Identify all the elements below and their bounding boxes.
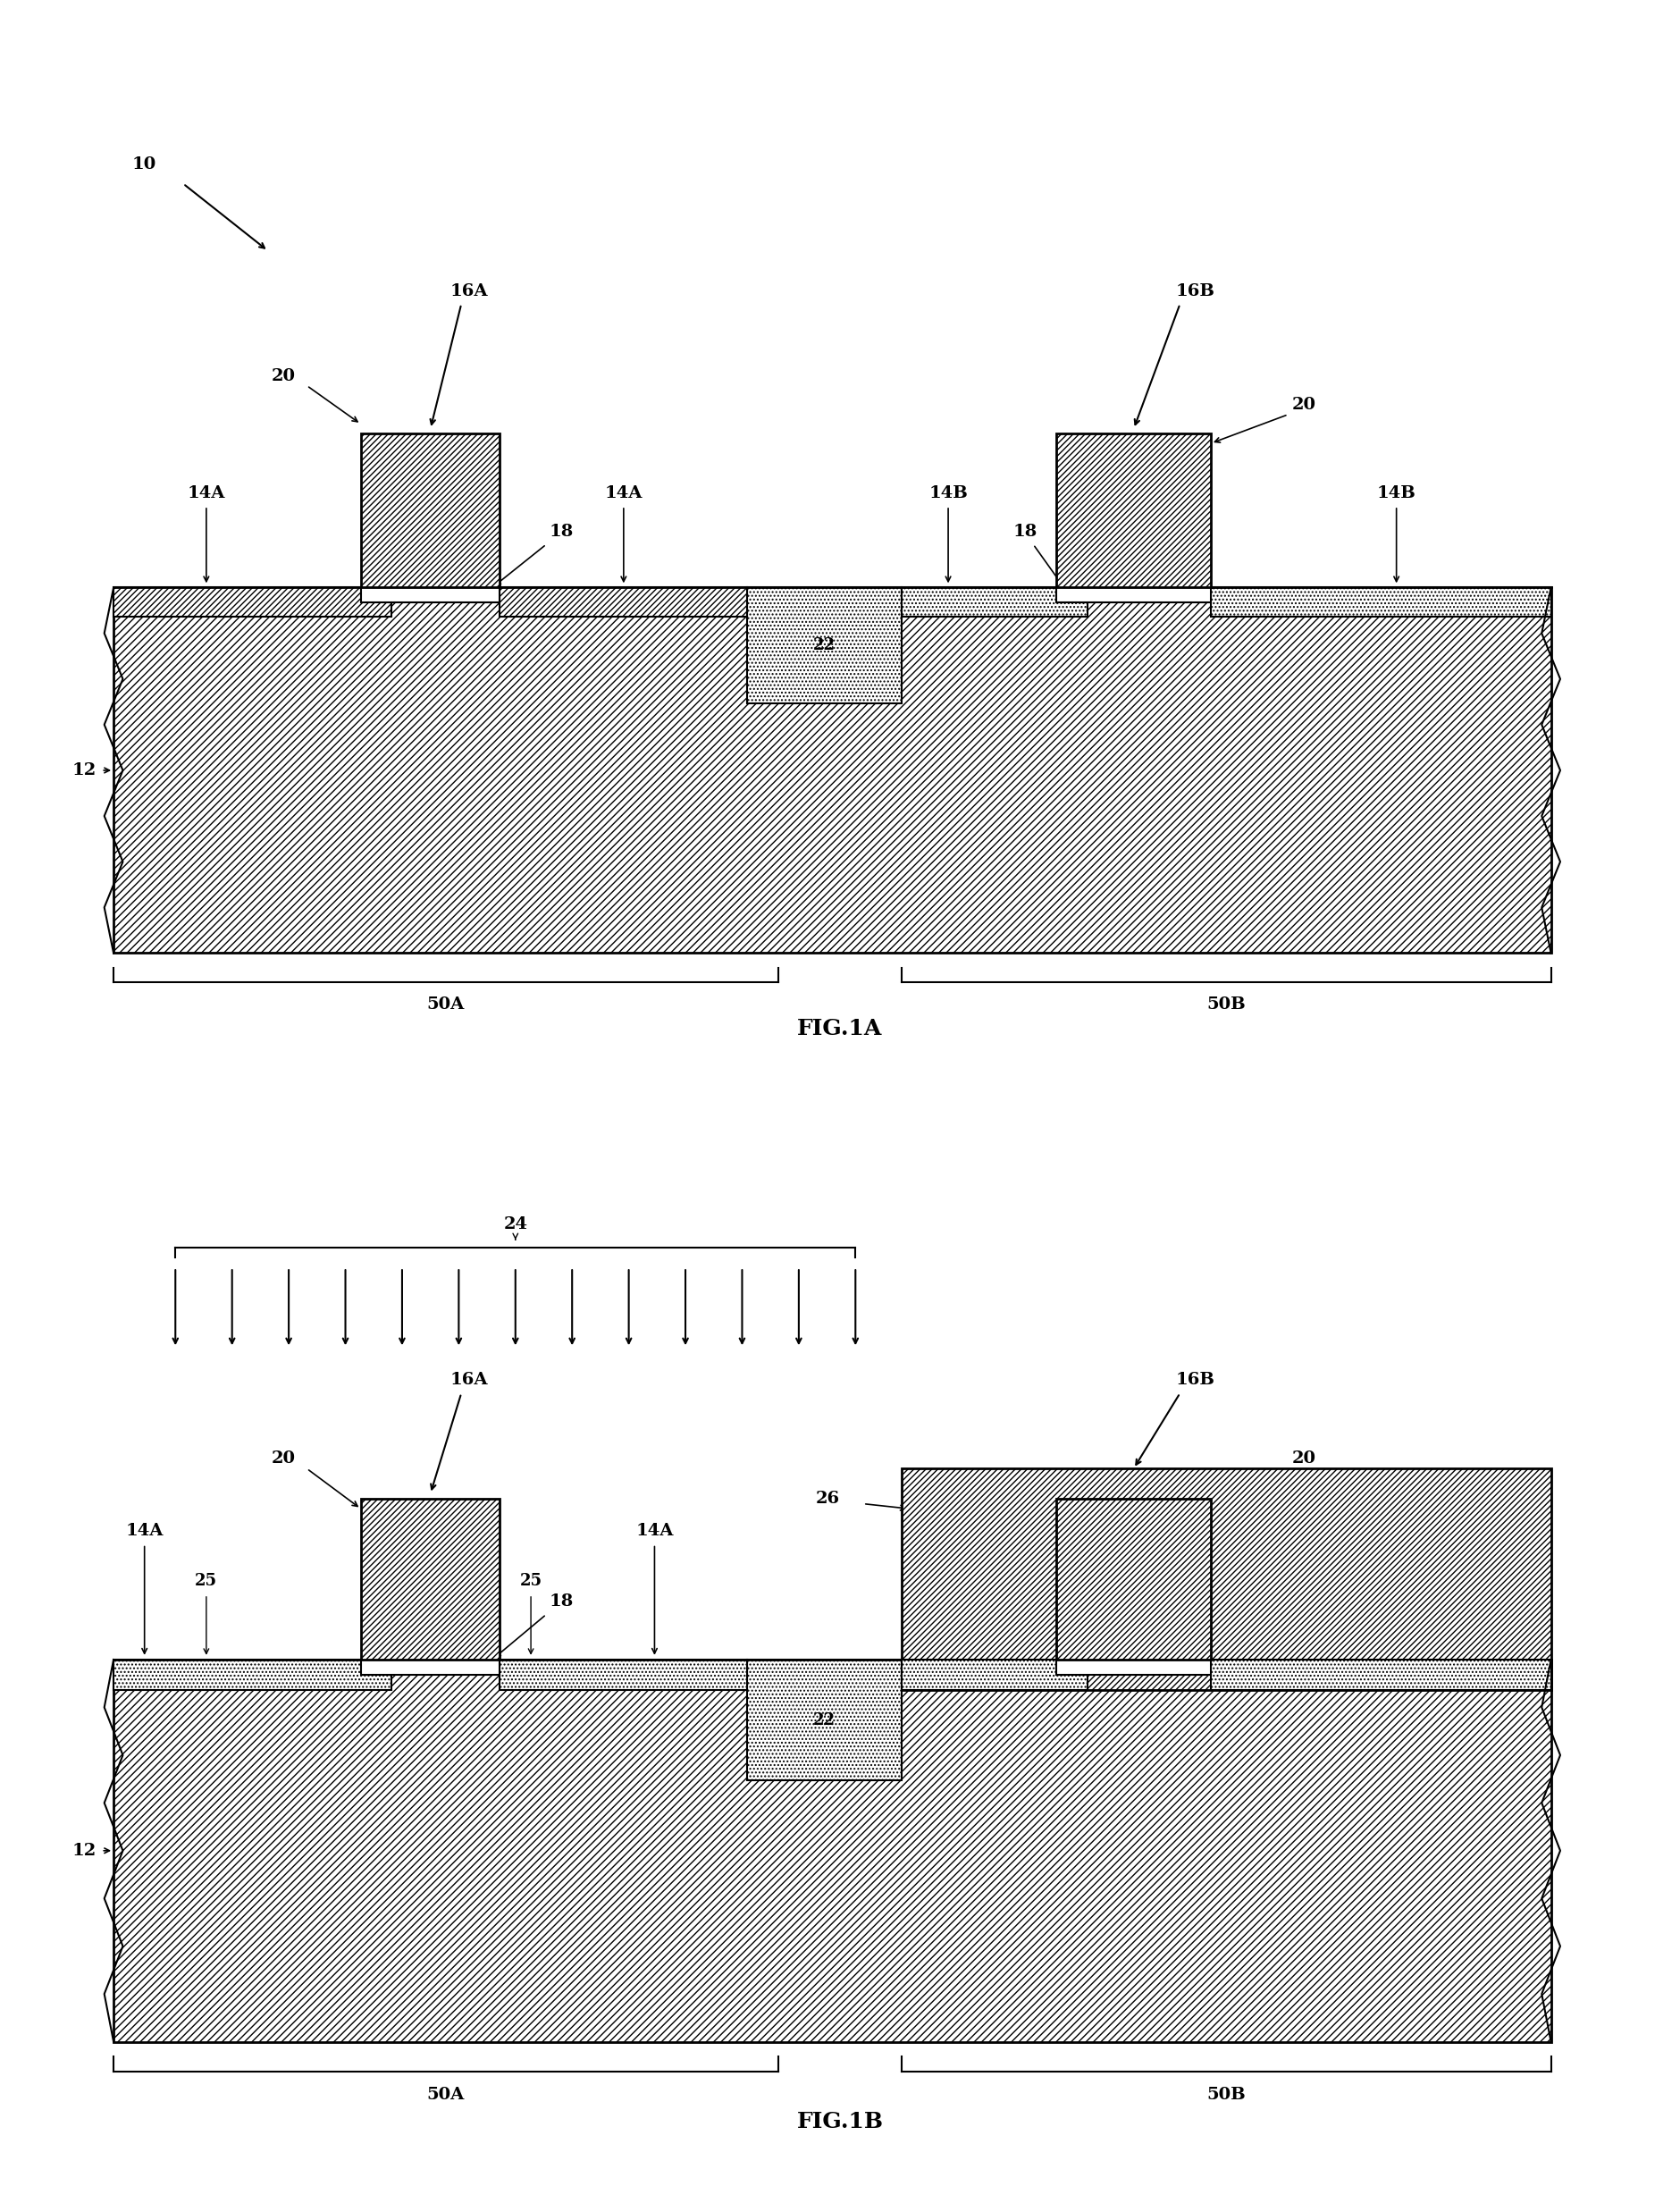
Text: 50B: 50B — [1206, 997, 1247, 1012]
Bar — [501, 588, 748, 616]
Text: 20: 20 — [272, 367, 296, 385]
Text: 18: 18 — [549, 1594, 575, 1609]
Bar — [1057, 588, 1211, 601]
Bar — [501, 1659, 748, 1690]
Bar — [361, 1659, 501, 1674]
Text: 14A: 14A — [635, 1524, 674, 1539]
Bar — [1057, 433, 1211, 588]
Text: 50A: 50A — [427, 2088, 465, 2103]
Text: 20: 20 — [1292, 398, 1315, 413]
Text: 26: 26 — [816, 1491, 840, 1506]
Text: 20: 20 — [272, 1452, 296, 1467]
Text: 14A: 14A — [188, 485, 225, 501]
Text: FIG.1B: FIG.1B — [796, 2112, 884, 2131]
Text: 14B: 14B — [929, 1543, 968, 1559]
Bar — [1057, 1500, 1211, 1659]
Text: 24: 24 — [504, 1215, 528, 1233]
Bar — [361, 433, 501, 588]
Bar — [361, 1500, 501, 1659]
Bar — [902, 1659, 1087, 1690]
Bar — [114, 588, 1551, 953]
Bar — [748, 588, 902, 704]
Text: 16A: 16A — [450, 282, 489, 299]
Text: 14B: 14B — [1378, 485, 1416, 501]
Text: 25: 25 — [195, 1574, 217, 1589]
Bar — [361, 588, 501, 601]
Bar — [902, 588, 1087, 616]
Text: 18: 18 — [549, 522, 575, 540]
Bar — [361, 1500, 501, 1659]
Bar — [114, 588, 391, 616]
Text: 25: 25 — [519, 1574, 543, 1589]
Text: 14A: 14A — [126, 1524, 163, 1539]
Text: 18: 18 — [1013, 1594, 1038, 1609]
Text: 18: 18 — [1013, 522, 1038, 540]
Bar — [902, 1469, 1551, 1690]
Bar — [1057, 1500, 1211, 1659]
Text: 16B: 16B — [1176, 282, 1215, 299]
Text: 22: 22 — [813, 638, 835, 654]
Bar — [114, 588, 1551, 953]
Bar — [902, 1659, 1087, 1690]
Bar — [501, 1659, 748, 1690]
Text: 12: 12 — [72, 1843, 96, 1858]
Text: 50A: 50A — [427, 997, 465, 1012]
Text: 50B: 50B — [1206, 2088, 1247, 2103]
Bar — [501, 588, 748, 616]
Bar — [748, 1659, 902, 1779]
Text: 16A: 16A — [450, 1373, 489, 1388]
Bar — [748, 588, 902, 704]
Bar — [748, 1659, 902, 1779]
Text: 20: 20 — [1292, 1452, 1315, 1467]
Bar — [114, 588, 391, 616]
Bar — [1211, 588, 1551, 616]
Bar — [114, 1659, 391, 1690]
Bar — [902, 1469, 1551, 1690]
Text: 14A: 14A — [605, 485, 642, 501]
Bar — [1211, 588, 1551, 616]
Text: 14B: 14B — [929, 485, 968, 501]
Bar — [1211, 1659, 1551, 1690]
Bar — [1057, 433, 1211, 588]
Bar — [902, 588, 1087, 616]
Bar — [114, 1659, 391, 1690]
Bar — [114, 1659, 1551, 2042]
Text: FIG.1A: FIG.1A — [798, 1019, 882, 1041]
Bar — [1057, 1659, 1211, 1674]
Bar — [1211, 1659, 1551, 1690]
Text: 14B: 14B — [1378, 1543, 1416, 1559]
Text: 22: 22 — [813, 1712, 835, 1727]
Text: 10: 10 — [133, 157, 156, 173]
Text: 12: 12 — [72, 763, 96, 778]
Bar — [361, 433, 501, 588]
Bar — [114, 1659, 1551, 2042]
Text: 16B: 16B — [1176, 1373, 1215, 1388]
